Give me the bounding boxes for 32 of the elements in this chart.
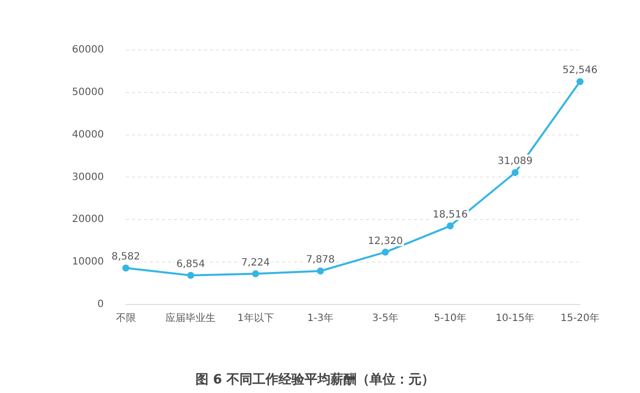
- y-tick-label: 20000: [72, 214, 104, 226]
- point: [382, 248, 389, 256]
- y-tick-label: 30000: [72, 172, 104, 183]
- x-tick-label: 5-10年: [434, 312, 467, 324]
- point: [122, 264, 130, 272]
- x-tick-label: 1年以下: [237, 312, 274, 324]
- y-tick-label: 50000: [72, 86, 104, 98]
- data-label: 18,516: [432, 209, 468, 220]
- point: [446, 222, 454, 230]
- point: [576, 78, 584, 86]
- point: [512, 169, 519, 176]
- x-tick-label: 10-15年: [496, 312, 535, 324]
- x-tick-label: 应届毕业生: [166, 312, 216, 324]
- y-tick-label: 10000: [72, 256, 104, 268]
- data-label: 6,854: [176, 258, 206, 270]
- data-label: 52,546: [562, 65, 598, 76]
- x-tick-label: 15-20年: [560, 312, 600, 324]
- text: 图 6 不同工作经验平均薪酬（单位：元）: [195, 372, 435, 388]
- data-label: 8,582: [111, 252, 140, 263]
- y-tick-label: 60000: [72, 44, 104, 56]
- data-label: 7,224: [241, 257, 270, 268]
- point: [187, 272, 194, 279]
- point: [252, 270, 260, 278]
- y-tick-label: 40000: [72, 129, 104, 140]
- data-label: 12,320: [368, 236, 403, 247]
- point: [316, 268, 324, 274]
- x-tick-label: 不限: [116, 312, 136, 324]
- data-label: 31,089: [498, 156, 533, 168]
- data-label: 7,878: [306, 254, 335, 266]
- x-tick-label: 3-5年: [372, 312, 399, 324]
- y-tick-label: 0: [97, 298, 104, 310]
- x-tick-label: 1-3年: [307, 312, 334, 324]
